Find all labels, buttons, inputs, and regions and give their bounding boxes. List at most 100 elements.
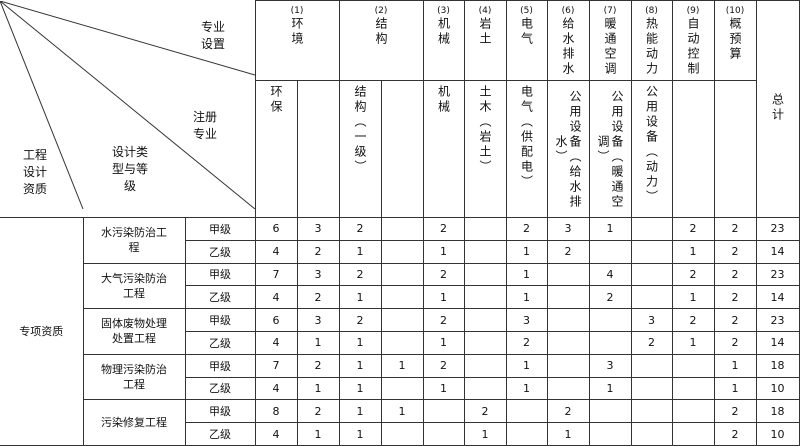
value-cell: 1 <box>546 422 590 446</box>
total-cell: 14 <box>755 285 800 310</box>
design-type-grade-label: 设计类型与等级 <box>111 144 148 193</box>
value-cell: 1 <box>296 330 340 355</box>
grade-cell: 乙级 <box>184 285 256 310</box>
group-header: (10) 概预算 <box>713 0 757 81</box>
grade-cell: 甲级 <box>184 217 256 241</box>
value-cell <box>546 308 590 332</box>
table-row: 大气污染防治工程 甲级 7 3 2 2 1 4 2 2 23 <box>0 262 800 310</box>
value-cell <box>546 285 590 310</box>
subheader <box>296 80 340 218</box>
value-cell: 2 <box>713 217 757 241</box>
value-cell <box>380 376 424 401</box>
subheader-label: 公用设备（给水排水） <box>554 89 583 210</box>
value-cell: 1 <box>380 353 424 378</box>
group-name: 给水排水 <box>561 17 576 77</box>
group-number: (8) <box>645 6 658 16</box>
value-cell: 2 <box>713 422 757 446</box>
group-name: 电气 <box>519 17 534 47</box>
group-number: (9) <box>686 6 700 16</box>
value-cell <box>463 330 507 355</box>
grade-cell: 乙级 <box>184 239 256 264</box>
group-number: (4) <box>478 6 492 16</box>
value-cell <box>671 399 715 424</box>
value-cell <box>671 353 715 378</box>
value-cell: 1 <box>422 376 465 401</box>
value-cell: 1 <box>463 422 507 446</box>
group-header: (6) 给水排水 <box>546 0 590 81</box>
value-cell <box>380 330 424 355</box>
value-cell: 8 <box>254 399 298 424</box>
subheader-label: 公用设备（暖通空调） <box>596 89 625 210</box>
value-cell: 3 <box>588 353 632 378</box>
group-name: 热能动力 <box>644 17 659 77</box>
total-cell: 23 <box>755 217 800 241</box>
value-cell: 2 <box>713 285 757 310</box>
value-cell: 2 <box>713 330 757 355</box>
value-cell: 2 <box>671 262 715 287</box>
value-cell <box>463 285 507 310</box>
value-cell: 3 <box>296 262 340 287</box>
value-cell <box>463 308 507 332</box>
group-name: 机械 <box>436 17 451 47</box>
value-cell <box>630 422 673 446</box>
value-cell: 6 <box>254 217 298 241</box>
grade-cell: 甲级 <box>184 308 256 332</box>
value-cell: 2 <box>296 239 340 264</box>
project-name: 大气污染防治工程 <box>82 262 186 310</box>
subheader-label: 电气（供配电） <box>519 85 534 190</box>
value-cell <box>588 308 632 332</box>
table-row: 专项资质 水污染防治工程 甲级 6 3 2 2 2 3 1 2 2 23 <box>0 217 800 446</box>
group-header: (2) 结构 <box>338 0 424 81</box>
group-number: (10) <box>725 6 745 16</box>
value-cell <box>671 376 715 401</box>
value-cell: 1 <box>422 239 465 264</box>
value-cell <box>588 330 632 355</box>
table-row: 乙级 4 2 1 1 1 2 1 2 14 <box>0 239 800 264</box>
value-cell: 2 <box>588 285 632 310</box>
value-cell: 2 <box>463 399 507 424</box>
grade-cell: 乙级 <box>184 422 256 446</box>
value-cell: 1 <box>505 285 548 310</box>
project-name: 物理污染防治工程 <box>82 353 186 401</box>
value-cell <box>546 330 590 355</box>
value-cell: 1 <box>671 285 715 310</box>
table-row: 乙级 4 2 1 1 1 2 1 2 14 <box>0 285 800 310</box>
subheader: 公用设备（给水排水） <box>546 80 590 218</box>
total-cell: 18 <box>755 399 800 424</box>
value-cell: 3 <box>546 217 590 241</box>
group-number: (2) <box>374 6 388 16</box>
group-number: (6) <box>561 6 575 16</box>
value-cell <box>630 399 673 424</box>
value-cell: 7 <box>254 353 298 378</box>
value-cell: 1 <box>422 285 465 310</box>
value-cell: 4 <box>254 376 298 401</box>
grade-cell: 甲级 <box>184 262 256 287</box>
value-cell: 4 <box>588 262 632 287</box>
value-cell: 2 <box>630 330 673 355</box>
value-cell: 2 <box>713 399 757 424</box>
total-cell: 23 <box>755 262 800 287</box>
group-number: (7) <box>603 6 617 16</box>
group-name: 岩土 <box>478 17 493 47</box>
value-cell <box>422 422 465 446</box>
value-cell: 1 <box>338 330 382 355</box>
value-cell <box>380 239 424 264</box>
value-cell <box>463 217 507 241</box>
group-header: (5) 电气 <box>505 0 548 81</box>
value-cell <box>630 285 673 310</box>
value-cell: 2 <box>296 353 340 378</box>
value-cell: 2 <box>713 308 757 332</box>
value-cell: 1 <box>588 217 632 241</box>
value-cell: 2 <box>422 262 465 287</box>
subheader: 土木（岩土） <box>463 80 507 218</box>
value-cell: 1 <box>505 262 548 287</box>
group-name: 概预算 <box>728 17 743 62</box>
project-name: 固体废物处理处置工程 <box>82 308 186 355</box>
project-name: 水污染防治工程 <box>82 217 186 264</box>
total-header: 总计 <box>755 0 800 218</box>
group-header: (8) 热能动力 <box>630 0 673 81</box>
group-name: 环境 <box>290 17 305 47</box>
value-cell: 2 <box>296 399 340 424</box>
group-header: (3) 机械 <box>422 0 465 81</box>
